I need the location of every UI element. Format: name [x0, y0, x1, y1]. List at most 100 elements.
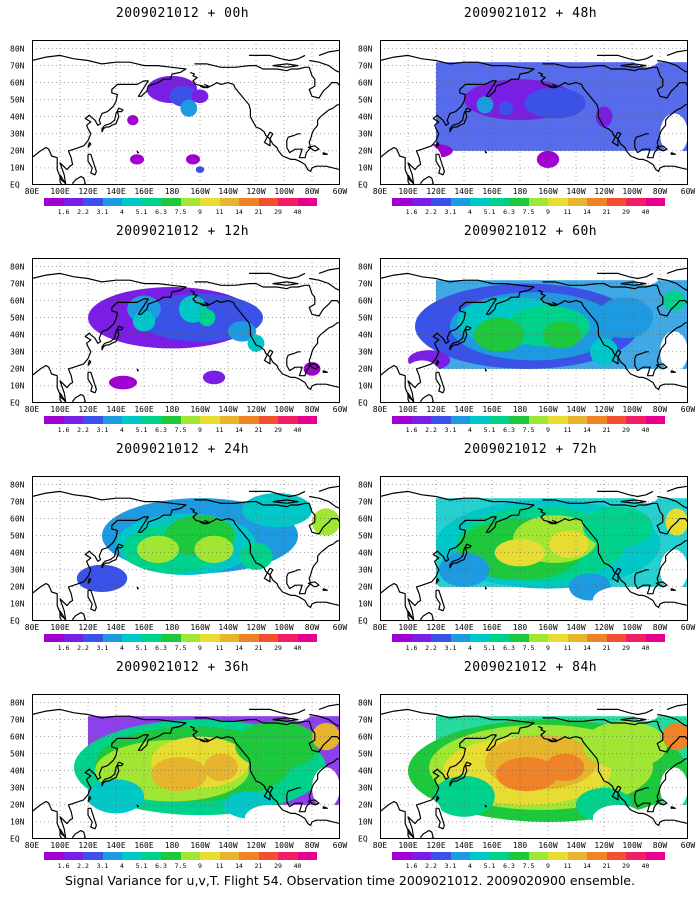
colorbar-swatch	[509, 634, 529, 642]
colorbar-swatch	[490, 634, 510, 642]
colorbar-label: 40	[294, 644, 302, 652]
latitude-axis: 80N 70N 60N 50N 40N 30N 20N 10N EQ	[10, 40, 32, 185]
colorbar-swatch	[548, 416, 568, 424]
variance-contour-region	[248, 335, 265, 352]
longitude-axis: 80E 100E 120E 140E 160E 180 160W 140W 120W 100W 80…	[32, 623, 340, 633]
latitude-tick-label: 30N	[358, 783, 372, 792]
colorbar-label: 4	[120, 862, 124, 870]
latitude-tick-label: 60N	[10, 732, 24, 741]
latitude-axis: 80N 70N 60N 50N 40N 30N 20N 10N EQ	[358, 258, 380, 403]
panel-title: 2009021012 + 36h	[10, 660, 355, 675]
colorbar-label: 5.1	[484, 862, 496, 870]
latitude-tick-label: 40N	[10, 330, 24, 339]
latitude-tick-label: 50N	[10, 749, 24, 758]
colorbar-label: 9	[198, 644, 202, 652]
colorbar-label: 7.5	[175, 644, 187, 652]
latitude-tick-label: 30N	[10, 129, 24, 138]
longitude-tick-label: 140E	[454, 187, 473, 196]
colorbar-label: 5.1	[136, 644, 148, 652]
latitude-axis: 80N 70N 60N 50N 40N 30N 20N 10N EQ	[358, 40, 380, 185]
colorbar-label: 7.5	[523, 862, 535, 870]
colorbar-label: 2.2	[77, 426, 89, 434]
colorbar-label: 5.1	[484, 644, 496, 652]
colorbar-label: 21	[255, 426, 263, 434]
colorbar-swatch	[548, 198, 568, 206]
colorbar-label: 3.1	[97, 426, 109, 434]
longitude-tick-label: 140E	[106, 623, 125, 632]
colorbar-label: 29	[274, 208, 282, 216]
colorbar-swatch	[298, 634, 318, 642]
latitude-tick-label: 40N	[358, 112, 372, 121]
variance-contour-region	[312, 508, 340, 535]
longitude-tick-label: 160W	[538, 841, 557, 850]
colorbar-swatch	[509, 198, 529, 206]
colorbar-label: 5.1	[136, 426, 148, 434]
colorbar-label: 5.1	[136, 208, 148, 216]
map-panel: 2009021012 + 48h 80N 70N 60N 50N 40N 30N 20N 10N…	[358, 0, 700, 215]
latitude-tick-label: 30N	[10, 783, 24, 792]
longitude-tick-label: 100E	[398, 623, 417, 632]
colorbar-swatch	[607, 416, 627, 424]
colorbar-label: 29	[274, 644, 282, 652]
longitude-tick-label: 160E	[482, 405, 501, 414]
variance-contour-region	[583, 721, 667, 769]
latitude-axis: 80N 70N 60N 50N 40N 30N 20N 10N EQ	[10, 476, 32, 621]
latitude-tick-label: 10N	[358, 163, 372, 172]
longitude-tick-label: 140E	[106, 841, 125, 850]
colorbar-swatch	[200, 634, 220, 642]
latitude-tick-label: 20N	[358, 582, 372, 591]
colorbar-swatch	[181, 416, 201, 424]
colorbar-label: 4	[468, 644, 472, 652]
colorbar-label: 2.2	[425, 426, 437, 434]
colorbar-swatch	[607, 634, 627, 642]
colorbar-swatch	[470, 852, 490, 860]
colorbar-label: 1.6	[406, 426, 418, 434]
colorbar-swatch	[587, 852, 607, 860]
colorbar-swatch	[181, 852, 201, 860]
colorbar-swatch	[220, 852, 240, 860]
latitude-tick-label: 50N	[10, 313, 24, 322]
latitude-tick-label: 70N	[10, 715, 24, 724]
variance-contour-region	[242, 493, 312, 527]
colorbar-label: 14	[583, 426, 591, 434]
latitude-tick-label: 30N	[10, 347, 24, 356]
longitude-tick-label: 100W	[274, 405, 293, 414]
latitude-tick-label: 50N	[358, 531, 372, 540]
colorbar-swatch	[64, 634, 84, 642]
latitude-tick-label: 10N	[358, 599, 372, 608]
colorbar-swatch	[220, 198, 240, 206]
variance-contour-region	[524, 88, 586, 119]
longitude-tick-label: 140E	[454, 405, 473, 414]
latitude-tick-label: 20N	[10, 800, 24, 809]
panel-title: 2009021012 + 72h	[358, 442, 700, 457]
colorbar-swatch	[83, 852, 103, 860]
latitude-tick-label: 70N	[10, 61, 24, 70]
longitude-tick-label: 180	[513, 623, 527, 632]
variance-map	[32, 694, 340, 839]
variance-map	[380, 40, 688, 185]
colorbar-swatch	[490, 416, 510, 424]
colorbar-label: 29	[622, 644, 630, 652]
longitude-tick-label: 120W	[246, 187, 265, 196]
colorbar-swatch	[161, 852, 181, 860]
colorbar-swatch	[509, 416, 529, 424]
colorbar-label: 11	[564, 862, 572, 870]
colorbar-label: 11	[564, 426, 572, 434]
colorbar-swatch	[607, 852, 627, 860]
latitude-tick-label: EQ	[358, 617, 368, 626]
latitude-tick-label: 80N	[10, 698, 24, 707]
colorbar-swatch	[83, 634, 103, 642]
colorbar-swatch	[490, 852, 510, 860]
variance-contour-region	[180, 100, 197, 117]
colorbar-swatch	[451, 416, 471, 424]
colorbar-swatch	[122, 634, 142, 642]
longitude-tick-label: 140W	[218, 623, 237, 632]
longitude-tick-label: 140W	[218, 405, 237, 414]
latitude-tick-label: 20N	[358, 364, 372, 373]
colorbar-label: 9	[546, 208, 550, 216]
colorbar-swatch	[142, 198, 162, 206]
latitude-tick-label: 40N	[10, 766, 24, 775]
colorbar-swatch	[259, 198, 279, 206]
colorbar-swatch	[412, 416, 432, 424]
longitude-tick-label: 100W	[274, 187, 293, 196]
